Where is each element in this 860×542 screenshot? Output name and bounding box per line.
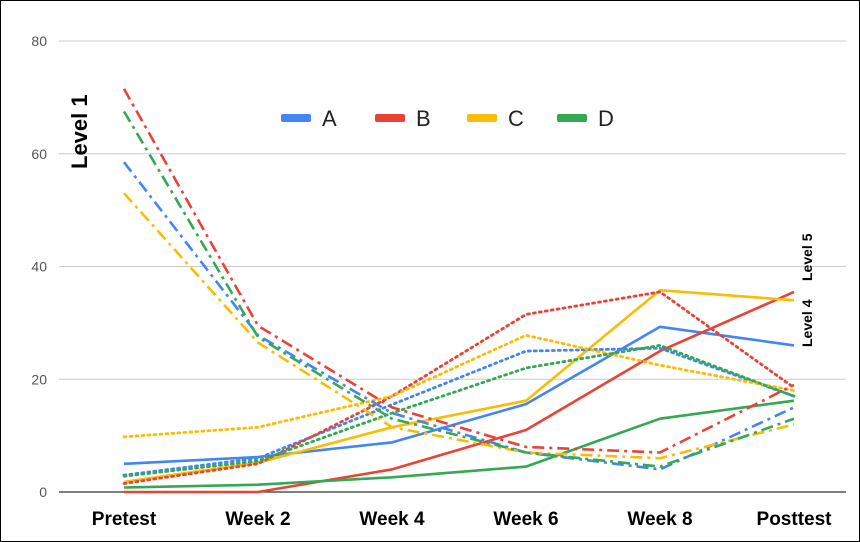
y-tick-label-40: 40 (31, 259, 47, 275)
annotation-level-right-b: Level 5 (799, 233, 815, 281)
x-tick-label: Week 8 (627, 509, 692, 530)
legend-label-a: A (322, 106, 337, 131)
legend-swatch-b (375, 114, 405, 122)
legend-swatch-c (467, 114, 497, 122)
series-line-a-dashdot (122, 161, 795, 471)
x-axis-ticks: Pretest Week 2 Week 4 Week 6 Week 8 Posttest (92, 509, 832, 530)
series-line-b-dashdot (122, 88, 795, 454)
legend-swatch-d (557, 114, 587, 122)
x-tick-label: Week 2 (225, 509, 290, 530)
x-tick-label: Pretest (92, 509, 157, 530)
x-tick-label: Posttest (757, 509, 833, 530)
series-line-a-solid (123, 325, 795, 466)
legend-label-c: C (508, 106, 524, 131)
series-line-c-solid (123, 288, 795, 484)
series-line-b-dotted (122, 290, 796, 485)
series-line-c-dashdot (123, 192, 795, 460)
series-line-d-solid (123, 399, 795, 489)
x-tick-label: Week 6 (493, 509, 558, 530)
x-tick-label: Week 4 (359, 509, 425, 530)
legend-swatch-a (281, 114, 311, 122)
y-axis-ticks: 0 20 40 60 80 (31, 33, 47, 500)
series-line-a-dotted (122, 346, 796, 477)
series-line-b-solid (124, 290, 795, 494)
annotation-level-right-a: Level 4 (799, 299, 815, 347)
y-tick-label-60: 60 (31, 146, 47, 162)
y-tick-label-0: 0 (39, 484, 47, 500)
series-line-d-dashdot (122, 110, 795, 468)
legend-label-d: D (598, 106, 614, 131)
legend: A B C D (281, 106, 614, 131)
legend-label-b: B (416, 106, 431, 131)
annotation-level-left: Level 1 (67, 94, 92, 169)
y-tick-label-20: 20 (31, 371, 47, 387)
series-line-d-dotted (122, 343, 796, 478)
y-tick-label-80: 80 (31, 33, 47, 49)
series-line-c-dotted (122, 333, 796, 439)
series-lines (122, 88, 796, 494)
gridlines (59, 40, 846, 493)
